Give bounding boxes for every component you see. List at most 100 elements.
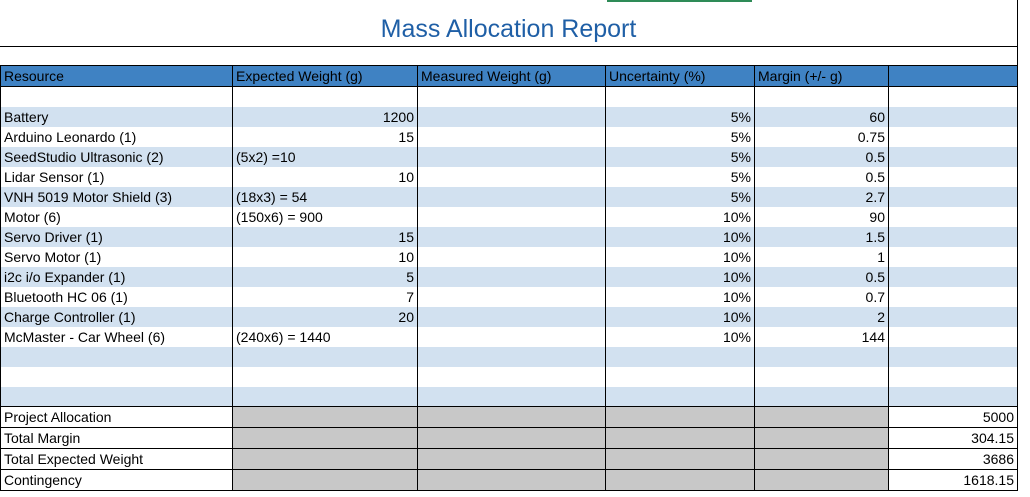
expected-weight-cell[interactable]: (5x2) =10 [232,146,418,167]
expected-weight-cell[interactable]: (150x6) = 900 [232,206,418,227]
empty-cell[interactable] [0,366,233,387]
resource-cell[interactable]: Battery [0,106,233,127]
uncertainty-cell[interactable]: 5% [605,106,755,127]
empty-cell[interactable] [754,386,889,407]
empty-cell[interactable] [605,86,755,107]
empty-cell[interactable] [888,346,1018,367]
margin-cell[interactable]: 0.75 [754,126,889,147]
extra-cell[interactable] [888,106,1018,127]
empty-cell[interactable] [754,86,889,107]
resource-cell[interactable]: SeedStudio Ultrasonic (2) [0,146,233,167]
summary-blank-cell[interactable] [232,406,418,428]
summary-blank-cell[interactable] [754,427,889,449]
empty-cell[interactable] [754,346,889,367]
summary-blank-cell[interactable] [417,406,606,428]
uncertainty-cell[interactable]: 5% [605,186,755,207]
summary-blank-cell[interactable] [417,448,606,470]
summary-value[interactable]: 5000 [888,406,1018,428]
empty-cell[interactable] [754,366,889,387]
extra-cell[interactable] [888,266,1018,287]
expected-weight-cell[interactable]: 15 [232,226,418,247]
empty-cell[interactable] [232,366,418,387]
extra-cell[interactable] [888,226,1018,247]
uncertainty-cell[interactable]: 5% [605,166,755,187]
empty-cell[interactable] [0,386,233,407]
resource-cell[interactable]: i2c i/o Expander (1) [0,266,233,287]
empty-cell[interactable] [232,86,418,107]
margin-cell[interactable]: 2 [754,306,889,327]
summary-blank-cell[interactable] [754,469,889,491]
uncertainty-cell[interactable]: 5% [605,146,755,167]
extra-cell[interactable] [888,166,1018,187]
margin-cell[interactable]: 2.7 [754,186,889,207]
margin-cell[interactable]: 144 [754,326,889,347]
measured-weight-cell[interactable] [417,126,606,147]
measured-weight-cell[interactable] [417,246,606,267]
summary-label[interactable]: Total Margin [0,427,233,449]
empty-cell[interactable] [232,346,418,367]
empty-cell[interactable] [417,346,606,367]
measured-weight-cell[interactable] [417,266,606,287]
resource-cell[interactable]: Bluetooth HC 06 (1) [0,286,233,307]
empty-cell[interactable] [417,386,606,407]
extra-cell[interactable] [888,186,1018,207]
measured-weight-cell[interactable] [417,186,606,207]
empty-cell[interactable] [0,346,233,367]
uncertainty-cell[interactable]: 10% [605,326,755,347]
measured-weight-cell[interactable] [417,286,606,307]
uncertainty-cell[interactable]: 10% [605,226,755,247]
resource-cell[interactable]: VNH 5019 Motor Shield (3) [0,186,233,207]
measured-weight-cell[interactable] [417,106,606,127]
resource-cell[interactable]: McMaster - Car Wheel (6) [0,326,233,347]
margin-cell[interactable]: 90 [754,206,889,227]
measured-weight-cell[interactable] [417,326,606,347]
summary-blank-cell[interactable] [754,406,889,428]
expected-weight-cell[interactable]: 20 [232,306,418,327]
uncertainty-cell[interactable]: 10% [605,206,755,227]
summary-blank-cell[interactable] [232,469,418,491]
resource-cell[interactable]: Servo Driver (1) [0,226,233,247]
expected-weight-cell[interactable]: 10 [232,166,418,187]
summary-blank-cell[interactable] [605,406,755,428]
empty-cell[interactable] [605,386,755,407]
extra-cell[interactable] [888,246,1018,267]
resource-cell[interactable]: Charge Controller (1) [0,306,233,327]
expected-weight-cell[interactable]: (240x6) = 1440 [232,326,418,347]
empty-cell[interactable] [888,366,1018,387]
summary-value[interactable]: 3686 [888,448,1018,470]
resource-cell[interactable]: Lidar Sensor (1) [0,166,233,187]
expected-weight-cell[interactable]: (18x3) = 54 [232,186,418,207]
margin-cell[interactable]: 60 [754,106,889,127]
summary-blank-cell[interactable] [605,427,755,449]
expected-weight-cell[interactable]: 5 [232,266,418,287]
summary-label[interactable]: Total Expected Weight [0,448,233,470]
summary-label[interactable]: Contingency [0,469,233,491]
uncertainty-cell[interactable]: 5% [605,126,755,147]
uncertainty-cell[interactable]: 10% [605,306,755,327]
extra-cell[interactable] [888,206,1018,227]
expected-weight-cell[interactable]: 10 [232,246,418,267]
summary-blank-cell[interactable] [754,448,889,470]
summary-blank-cell[interactable] [417,469,606,491]
expected-weight-cell[interactable]: 15 [232,126,418,147]
summary-blank-cell[interactable] [232,448,418,470]
empty-cell[interactable] [0,86,233,107]
margin-cell[interactable]: 1 [754,246,889,267]
extra-cell[interactable] [888,286,1018,307]
summary-blank-cell[interactable] [605,469,755,491]
empty-cell[interactable] [417,86,606,107]
margin-cell[interactable]: 0.5 [754,146,889,167]
empty-cell[interactable] [417,366,606,387]
uncertainty-cell[interactable]: 10% [605,286,755,307]
resource-cell[interactable]: Arduino Leonardo (1) [0,126,233,147]
summary-blank-cell[interactable] [605,448,755,470]
margin-cell[interactable]: 1.5 [754,226,889,247]
summary-blank-cell[interactable] [232,427,418,449]
summary-label[interactable]: Project Allocation [0,406,233,428]
extra-cell[interactable] [888,326,1018,347]
extra-cell[interactable] [888,306,1018,327]
empty-cell[interactable] [888,386,1018,407]
empty-cell[interactable] [605,366,755,387]
margin-cell[interactable]: 0.5 [754,166,889,187]
measured-weight-cell[interactable] [417,166,606,187]
